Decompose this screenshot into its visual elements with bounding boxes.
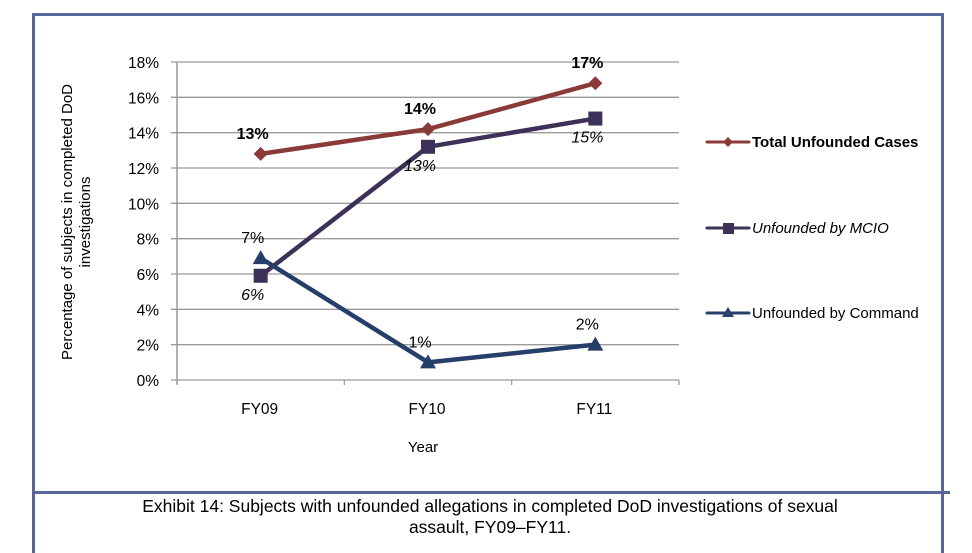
data-label: 1%	[408, 334, 431, 351]
exhibit-frame	[32, 13, 944, 553]
series-markers	[252, 76, 604, 369]
y-axis-title: Percentage of subjects in completed DoD …	[59, 84, 94, 360]
y-tick-label: 12%	[128, 161, 159, 178]
data-labels: 13% 14% 17% 6% 13% 15% 7% 1% 2%	[237, 55, 604, 351]
data-label: 13%	[237, 126, 269, 143]
x-tick-label: FY10	[408, 401, 445, 418]
data-point-triangle	[420, 354, 436, 369]
data-label: 6%	[241, 287, 264, 304]
diamond-marker-icon	[705, 137, 751, 147]
data-point-square	[421, 139, 435, 154]
y-tick-label: 10%	[128, 196, 159, 213]
data-point-diamond	[253, 146, 268, 161]
y-tick-label: 0%	[137, 373, 160, 390]
x-tick-label: FY09	[241, 401, 278, 418]
data-point-square	[588, 111, 603, 126]
legend-item-total-unfounded: Total Unfounded Cases	[705, 132, 918, 152]
data-label: 15%	[571, 130, 603, 147]
y-tick-label: 8%	[137, 232, 160, 249]
triangle-marker-icon	[705, 307, 751, 317]
legend-label: Unfounded by Command	[752, 304, 919, 322]
y-axis-title-line-2: investigations	[77, 177, 94, 268]
legend-item-mcio: Unfounded by MCIO	[705, 218, 889, 238]
data-label: 17%	[571, 55, 603, 72]
x-tick-labels: FY09 FY10 FY11	[241, 401, 612, 418]
axes	[176, 62, 680, 385]
y-tick-label: 2%	[137, 338, 160, 355]
data-point-diamond	[421, 122, 435, 137]
data-label: 7%	[241, 230, 264, 247]
caption-divider	[32, 491, 950, 494]
legend-label: Total Unfounded Cases	[752, 133, 919, 151]
y-tick-label: 4%	[137, 302, 160, 319]
data-point-triangle	[252, 250, 269, 265]
line-chart: 0% 2% 4% 6% 8% 10% 12% 14% 16% 18% FY09 FY10 FY11 1…	[59, 55, 680, 456]
caption-line-2: assault, FY09–FY11.	[408, 517, 572, 537]
data-label: 13%	[404, 158, 436, 175]
legend-label: Unfounded by MCIO	[752, 219, 889, 237]
y-tick-label: 6%	[137, 267, 160, 284]
caption-line-1: Exhibit 14: Subjects with unfounded alle…	[142, 496, 838, 516]
y-tick-label: 16%	[128, 90, 159, 107]
data-label: 2%	[576, 317, 599, 334]
x-axis-title: Year	[408, 439, 438, 456]
legend-item-command: Unfounded by Command	[705, 303, 919, 323]
y-axis-title-line-1: Percentage of subjects in completed DoD	[59, 84, 76, 360]
y-tick-labels: 0% 2% 4% 6% 8% 10% 12% 14% 16% 18%	[128, 55, 159, 390]
data-label: 14%	[404, 101, 436, 118]
data-point-triangle	[587, 336, 604, 351]
x-tick-label: FY11	[576, 401, 612, 418]
data-point-diamond	[588, 76, 603, 91]
square-marker-icon	[705, 223, 751, 234]
y-tick-label: 14%	[128, 126, 159, 143]
y-tick-label: 18%	[128, 55, 159, 72]
data-point-square	[253, 268, 268, 283]
figure-caption: Exhibit 14: Subjects with unfounded alle…	[36, 496, 944, 538]
